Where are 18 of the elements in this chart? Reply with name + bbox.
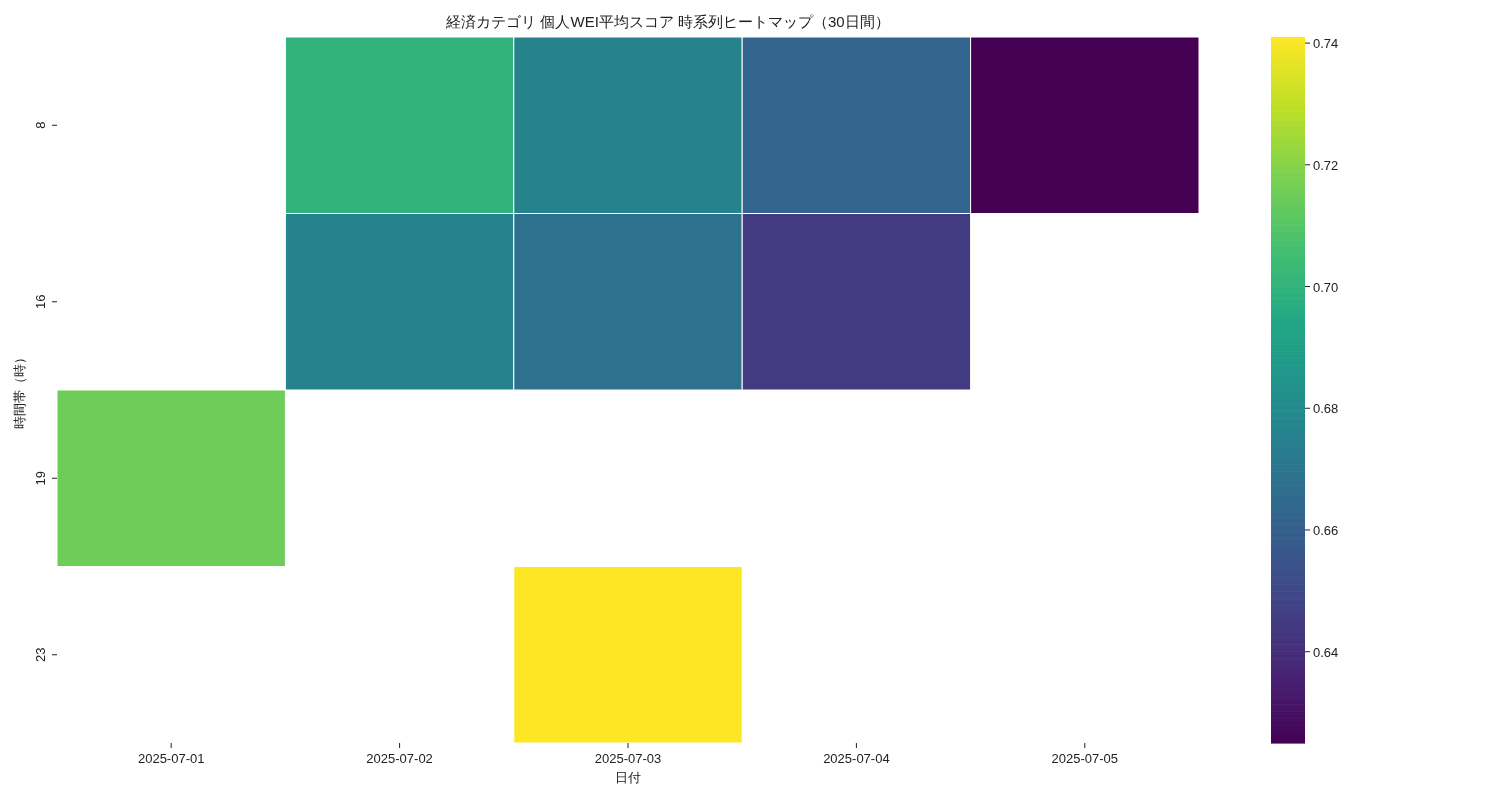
y-tick-label: 19 xyxy=(33,471,48,486)
color-bar-label: 0.72 xyxy=(1313,157,1339,173)
chart-title: 経済カテゴリ 個人WEI平均スコア 時系列ヒートマップ（30日間） xyxy=(445,13,890,30)
y-axis-title: 時間帯（時） xyxy=(12,351,27,429)
color-bar-label: 0.68 xyxy=(1313,401,1339,417)
x-axis-title: 日付 xyxy=(615,770,641,785)
y-tick-label: 23 xyxy=(33,647,48,662)
color-bar-label: 0.74 xyxy=(1313,36,1339,52)
x-tick-label: 2025-07-02 xyxy=(366,751,433,766)
x-tick-label: 2025-07-04 xyxy=(823,751,890,766)
color-bar-label: 0.66 xyxy=(1313,522,1339,538)
x-tick-label: 2025-07-01 xyxy=(137,751,205,766)
color-bar-label: 0.70 xyxy=(1313,279,1339,295)
x-tick-label: 2025-07-05 xyxy=(1051,751,1119,766)
color-bar-label: 0.64 xyxy=(1313,644,1339,660)
y-tick-label: 8 xyxy=(33,121,48,129)
y-tick-label: 16 xyxy=(33,294,48,309)
x-tick-label: 2025-07-03 xyxy=(594,751,662,766)
